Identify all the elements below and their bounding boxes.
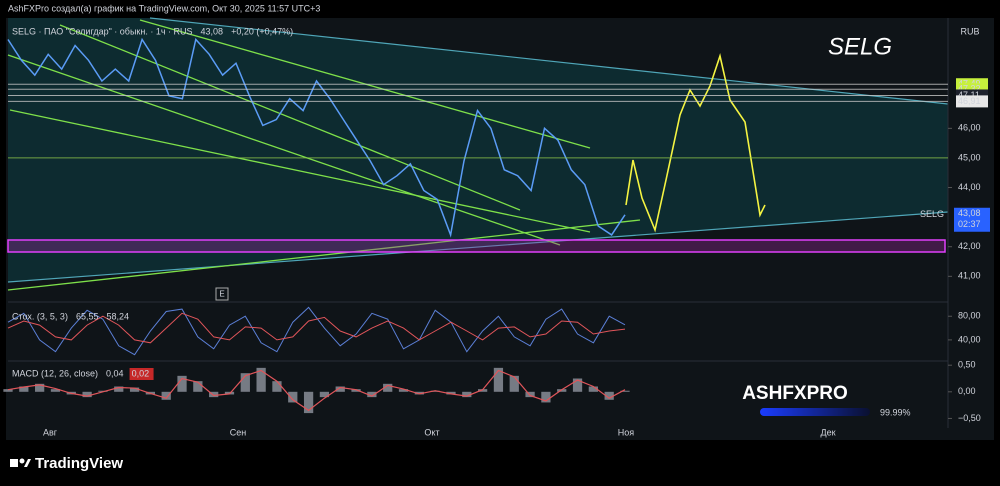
histogram-bar	[557, 389, 567, 392]
price-tag-value: 43,08	[958, 208, 981, 218]
trendline	[7, 211, 949, 283]
y-tick-label: 46,00	[958, 123, 981, 133]
forecast-path	[625, 53, 766, 233]
series-line	[7, 312, 626, 344]
histogram-bar	[209, 391, 219, 398]
series-line	[7, 306, 626, 356]
histogram-bar	[3, 389, 13, 392]
y-tick-label: 40,00	[958, 334, 981, 344]
tradingview-logo	[10, 458, 31, 467]
histogram-bar	[383, 383, 393, 392]
legend-value-bg	[129, 368, 154, 380]
series-line	[7, 37, 626, 238]
histogram-bar	[588, 386, 598, 392]
header: AshFXPro создал(а) график на TradingView…	[8, 3, 320, 13]
histogram-bar	[604, 391, 614, 400]
histogram-bar	[50, 389, 61, 392]
histogram-bar	[509, 375, 519, 392]
histogram-bar	[541, 391, 551, 403]
y-tick-label: 41,00	[958, 271, 981, 281]
legend: MACD (12, 26, close)	[12, 368, 98, 378]
logo-percent: 99.99%	[880, 407, 911, 417]
histogram-bar	[82, 391, 92, 398]
level-label: 46,91	[958, 96, 981, 106]
histogram-bar	[288, 391, 298, 403]
histogram-bar	[493, 367, 504, 392]
event-marker: E	[219, 290, 224, 299]
level-label: 47,32	[958, 84, 981, 94]
currency: RUB	[960, 26, 979, 36]
histogram-bar	[129, 387, 140, 392]
histogram-bar	[161, 391, 171, 400]
level-label: 47,11	[958, 90, 980, 100]
legend-value: 0,02	[132, 368, 150, 378]
legend: SELG · ПАО "Селигдар" · обыкн. · 1ч · RU…	[12, 26, 193, 36]
histogram-bar	[398, 389, 409, 392]
price-tag-bg	[954, 207, 990, 232]
histogram-bar	[620, 390, 630, 392]
histogram-bar	[35, 383, 45, 392]
histogram-bar	[256, 367, 266, 392]
x-tick-label: Сен	[230, 427, 247, 437]
event-box	[215, 287, 229, 301]
x-tick-label: Авг	[43, 427, 58, 437]
channel-lines	[7, 19, 641, 291]
histogram-bar	[414, 391, 424, 395]
series-line	[7, 369, 626, 412]
channel-line	[9, 109, 591, 233]
legend-value: 58,24	[106, 311, 129, 321]
y-tick-label: 0,00	[958, 386, 976, 396]
logo-bar	[760, 408, 870, 416]
y-tick-label: 80,00	[958, 311, 981, 321]
level-label-bg	[956, 95, 988, 108]
watermark: SELG	[828, 33, 892, 60]
histogram-bar	[114, 386, 124, 392]
y-tick-label: 44,00	[958, 182, 981, 192]
price-tag-name: SELG	[920, 209, 944, 219]
legend-value: 0,04	[106, 368, 124, 378]
legend-value: 43,08	[201, 26, 224, 36]
histogram-bar	[351, 389, 361, 392]
channel-line	[7, 54, 561, 246]
histogram-bar	[193, 381, 203, 392]
histogram-bar	[240, 373, 250, 392]
histogram-bar	[335, 386, 345, 392]
histogram-bar	[525, 391, 535, 398]
histogram-bar	[177, 375, 187, 392]
legend-value: +0,20 (+0,47%)	[231, 26, 293, 36]
y-tick-label: −0,50	[958, 413, 981, 423]
logo-mark	[10, 459, 18, 467]
histogram-bar	[462, 391, 472, 398]
legend: Стох. (3, 5, 3)	[12, 311, 68, 321]
channel-line	[7, 219, 641, 291]
footer-brand: TradingView	[35, 455, 123, 472]
logo-mark	[24, 459, 31, 467]
level-label: 45,00	[958, 152, 981, 162]
price-tag-timer: 02:37	[958, 219, 981, 229]
x-tick-label: Ноя	[618, 427, 635, 437]
histogram-bar	[446, 391, 456, 395]
x-tick-label: Окт	[424, 427, 439, 437]
histogram-bar	[319, 391, 330, 398]
y-tick-label: 0,50	[958, 360, 976, 370]
histogram-bar	[367, 391, 377, 398]
x-tick-label: Дек	[820, 427, 835, 437]
y-tick-label: 42,00	[958, 241, 981, 251]
histogram-bar	[477, 389, 488, 392]
legend-value: 65,55	[76, 311, 99, 321]
histogram-bar	[572, 378, 583, 392]
histogram-bar	[272, 381, 282, 392]
histogram-bar	[303, 391, 314, 414]
support-zone	[7, 239, 946, 253]
logo-text: ASHFXPRO	[742, 383, 848, 404]
histogram-bar	[19, 386, 29, 392]
logo-mark	[19, 458, 25, 464]
